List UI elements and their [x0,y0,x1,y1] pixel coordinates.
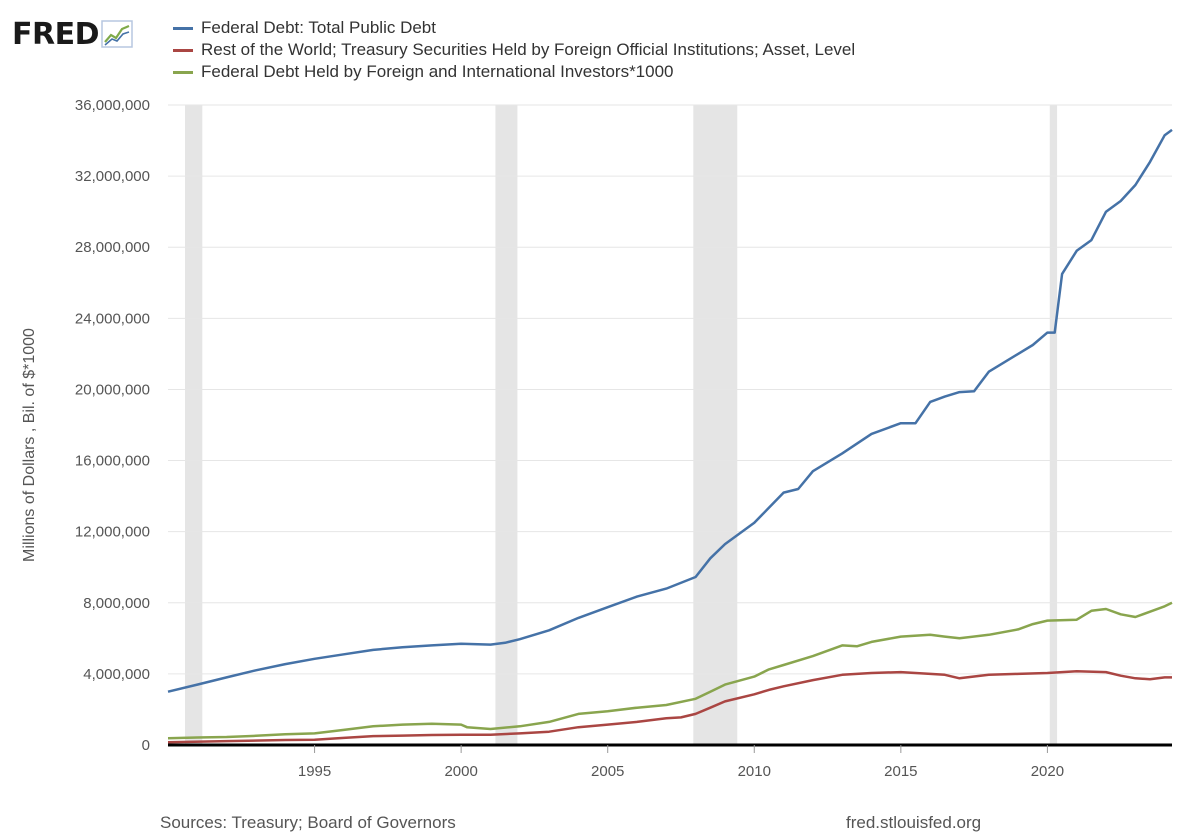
series-line [167,128,1173,693]
x-tick-label: 2020 [1031,763,1064,780]
gridlines [168,104,1172,675]
recession-bands [185,105,1058,745]
legend-swatch [173,48,193,52]
y-tick-label: 24,000,000 [75,310,150,327]
chart-legend: Federal Debt: Total Public Debt Rest of t… [173,17,855,83]
y-tick-label: 36,000,000 [75,97,150,114]
legend-item[interactable]: Federal Debt: Total Public Debt [173,17,855,39]
legend-label: Rest of the World; Treasury Securities H… [201,40,856,59]
recession-band [693,105,738,745]
x-tick-label: 2010 [738,763,771,780]
x-tick-label: 2000 [444,763,477,780]
x-axis-ticks: 1995 2000 2005 2010 2015 2020 [298,745,1064,780]
y-tick-label: 12,000,000 [75,524,150,541]
recession-band [185,105,203,745]
recession-band [1049,105,1058,745]
y-axis-ticks: 0 4,000,000 8,000,000 12,000,000 16,000,000 2… [75,97,150,754]
y-tick-label: 16,000,000 [75,453,150,470]
y-axis-title: Millions of Dollars , Bil. of $*1000 [21,328,38,562]
legend-swatch [173,70,193,74]
y-tick-label: 4,000,000 [83,666,150,683]
legend-label: Federal Debt: Total Public Debt [201,18,436,37]
y-tick-label: 0 [142,737,150,754]
series-line [167,669,1172,744]
series-line [167,601,1173,740]
y-tick-label: 8,000,000 [83,595,150,612]
recession-band [495,105,518,745]
y-tick-label: 20,000,000 [75,381,150,398]
line-chart: 1995 2000 2005 2010 2015 2020 0 4,000,000 8,000… [21,97,1173,780]
x-tick-label: 2005 [591,763,624,780]
legend-item[interactable]: Rest of the World; Treasury Securities H… [173,39,855,61]
fred-logo[interactable]: FRED [12,14,133,54]
y-tick-label: 28,000,000 [75,239,150,256]
x-tick-label: 1995 [298,763,331,780]
fred-graph-icon [101,20,133,48]
sources-note: Sources: Treasury; Board of Governors [160,813,456,832]
fred-url-link[interactable]: fred.stlouisfed.org [846,813,982,832]
y-tick-label: 32,000,000 [75,168,150,185]
series-lines [167,128,1173,744]
fred-logo-text: FRED [12,16,100,52]
legend-swatch [173,26,193,30]
x-tick-label: 2015 [884,763,917,780]
legend-label: Federal Debt Held by Foreign and Interna… [201,62,674,81]
legend-item[interactable]: Federal Debt Held by Foreign and Interna… [173,61,855,83]
